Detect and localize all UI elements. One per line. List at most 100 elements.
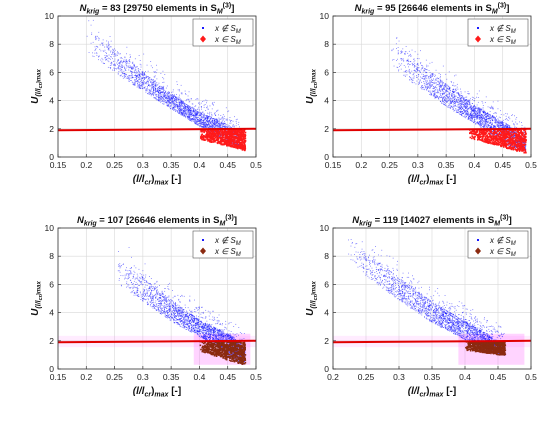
data-point <box>473 108 475 110</box>
data-point <box>111 63 113 64</box>
data-point <box>140 79 142 81</box>
data-point <box>221 120 223 122</box>
data-point <box>485 114 486 115</box>
data-point <box>195 114 197 116</box>
data-point <box>479 119 481 121</box>
data-point <box>114 60 116 62</box>
data-point <box>473 110 475 111</box>
data-point-in-set <box>232 139 234 141</box>
data-point <box>503 114 505 116</box>
data-point <box>507 127 509 129</box>
data-point <box>454 91 456 93</box>
data-point-in-set <box>219 137 222 139</box>
data-point <box>176 99 178 101</box>
data-point <box>209 120 210 121</box>
data-point-in-set <box>210 130 213 132</box>
data-point <box>148 90 150 92</box>
data-point <box>476 118 478 119</box>
data-point <box>163 88 165 90</box>
data-point <box>179 101 181 103</box>
data-point <box>206 115 208 117</box>
data-point <box>164 92 166 93</box>
data-point-in-set <box>244 145 246 147</box>
data-point <box>183 114 185 116</box>
data-point <box>108 57 110 59</box>
data-point <box>128 66 130 68</box>
data-point <box>166 102 168 104</box>
data-point <box>453 96 455 98</box>
data-point <box>415 83 417 85</box>
data-point <box>460 98 462 100</box>
data-point <box>161 99 163 101</box>
data-point <box>209 125 211 127</box>
data-point-in-set <box>231 135 234 137</box>
data-point <box>426 81 428 82</box>
data-point-in-set <box>216 136 219 138</box>
data-point <box>200 125 202 127</box>
data-point <box>212 103 214 105</box>
data-point <box>413 64 414 65</box>
data-point-in-set <box>207 138 210 141</box>
data-point <box>94 46 96 48</box>
data-point <box>412 74 414 76</box>
data-point <box>495 119 497 121</box>
data-point <box>218 136 220 138</box>
data-point <box>474 111 476 113</box>
data-point <box>485 116 486 118</box>
data-point <box>148 84 150 86</box>
data-point <box>151 87 153 89</box>
data-point <box>158 92 160 94</box>
data-point <box>444 84 446 86</box>
data-point <box>104 49 106 51</box>
data-point <box>177 105 179 107</box>
data-point <box>197 121 199 123</box>
data-point <box>197 98 199 100</box>
data-point <box>436 96 438 98</box>
data-point-in-set <box>207 140 209 142</box>
data-point-in-set <box>233 130 235 132</box>
data-point <box>424 81 426 83</box>
data-point <box>180 111 181 113</box>
data-point <box>431 81 432 83</box>
data-point <box>427 87 429 89</box>
data-point <box>481 121 482 122</box>
data-point <box>148 77 150 78</box>
data-point <box>98 37 100 39</box>
data-point <box>196 112 198 114</box>
data-point <box>457 101 458 103</box>
data-point <box>405 66 406 68</box>
data-point <box>131 62 133 64</box>
data-point <box>204 123 206 125</box>
data-point <box>429 72 431 73</box>
data-point <box>107 48 109 50</box>
data-point <box>177 89 179 91</box>
data-point <box>460 97 462 99</box>
data-point-in-set <box>234 144 237 146</box>
data-point-in-set <box>217 130 220 132</box>
data-point <box>219 125 221 126</box>
data-point-in-set <box>232 137 234 139</box>
data-point <box>113 51 115 53</box>
data-point <box>215 121 217 123</box>
data-point <box>191 118 192 120</box>
data-point <box>219 122 221 124</box>
data-point <box>153 71 155 72</box>
data-point <box>169 106 170 108</box>
data-point <box>179 112 181 114</box>
data-point <box>215 123 217 125</box>
data-point-in-set <box>240 145 242 148</box>
data-point <box>209 121 211 123</box>
y-axis-label: U(l/lcr)max <box>30 69 44 104</box>
data-point <box>164 101 166 103</box>
data-point <box>156 96 158 97</box>
data-point <box>514 124 515 126</box>
data-point-in-set <box>236 132 239 134</box>
data-point <box>204 122 206 123</box>
data-point <box>463 99 465 101</box>
data-point <box>503 123 504 125</box>
data-point <box>96 45 97 47</box>
data-point <box>146 82 148 84</box>
data-point <box>151 84 152 86</box>
data-point <box>410 77 412 79</box>
data-point <box>168 94 169 96</box>
